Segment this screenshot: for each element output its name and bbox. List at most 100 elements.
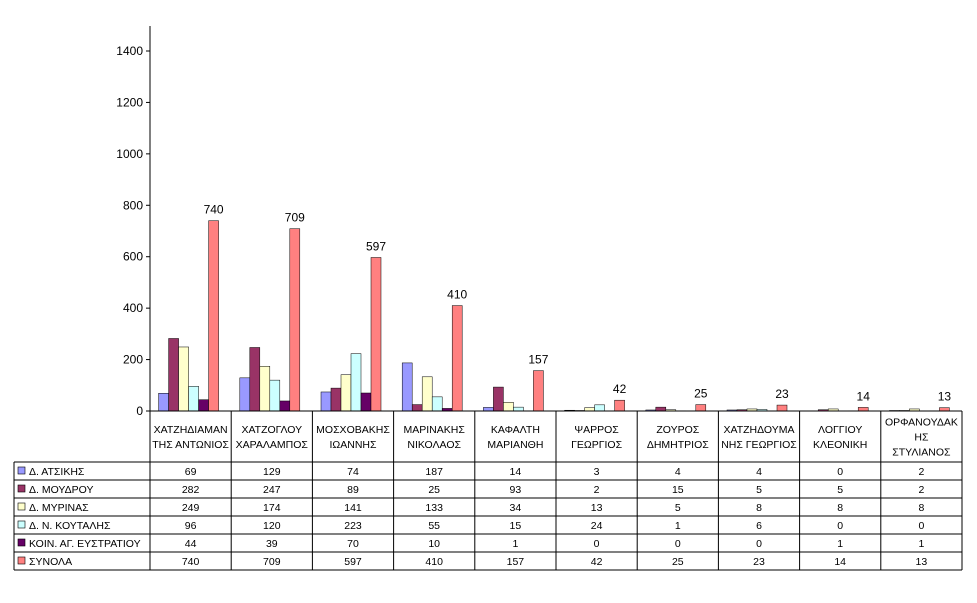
bar [777,405,787,411]
table-cell: 223 [344,520,362,532]
y-tick-label: 400 [123,301,143,315]
table-cell: 10 [428,538,440,550]
table-cell: 24 [591,520,603,532]
table-cell: 5 [756,484,762,496]
y-tick-label: 600 [123,250,143,264]
table-cell: 96 [185,520,197,532]
table-cell: 39 [266,538,278,550]
category-label: ΜΑΡΙΝΑΚΗΣ [404,424,466,436]
table-cell: 4 [675,466,681,478]
category-label: ΝΗΣ ΓΕΩΡΓΙΟΣ [721,439,797,451]
y-tick-label: 0 [136,404,143,418]
table-cell: 2 [918,484,924,496]
legend-swatch [18,485,25,492]
table-cell: 133 [425,502,443,514]
table-cell: 410 [425,556,443,568]
bar [412,405,422,411]
table-cell: 740 [182,556,200,568]
table-cell: 15 [510,520,522,532]
table-cell: 89 [347,484,359,496]
bar [341,375,351,411]
category-label: ΝΙΚΟΛΑΟΣ [407,439,461,451]
table-cell: 120 [263,520,281,532]
table-cell: 1 [512,538,518,550]
bar [533,371,543,411]
category-label: ΧΑΤΖΗΔΟΥΜΑ [723,424,794,436]
bar [270,380,280,411]
table-cell: 13 [591,502,603,514]
table-cell: 0 [837,466,843,478]
y-tick-label: 1000 [116,147,143,161]
bar [189,386,199,411]
table-cell: 157 [507,556,525,568]
table-cell: 597 [344,556,362,568]
table-cell: 2 [594,484,600,496]
category-label: ΙΩΑΝΝΗΣ [329,439,377,451]
category-label: ΗΣ [914,432,929,444]
bar [615,400,625,411]
legend-swatch [18,503,25,510]
data-label: 410 [447,288,467,302]
legend-label: Δ. ΜΥΡΙΝΑΣ [29,502,89,514]
table-cell: 8 [918,502,924,514]
legend-label: ΚΟΙΝ. ΑΓ. ΕΥΣΤΡΑΤΙΟΥ [29,538,141,550]
data-label: 25 [694,387,708,401]
legend-label: Δ. Ν. ΚΟΥΤΑΛΗΣ [29,520,111,532]
table-cell: 69 [185,466,197,478]
category-label: ΛΟΓΓΙΟΥ [818,424,862,436]
table-cell: 2 [918,466,924,478]
bar [240,378,250,411]
table-cell: 0 [594,538,600,550]
y-tick-label: 200 [123,353,143,367]
table-cell: 0 [918,520,924,532]
table-cell: 1 [837,538,843,550]
data-label: 42 [613,382,627,396]
table-cell: 249 [182,502,200,514]
table-cell: 25 [428,484,440,496]
category-label: ΜΟΣΧΟΒΑΚΗΣ [316,424,390,436]
bar [432,397,442,411]
data-label: 23 [775,387,789,401]
table-cell: 55 [428,520,440,532]
table-cell: 14 [510,466,522,478]
legend-swatch [18,539,25,546]
table-cell: 282 [182,484,200,496]
legend-swatch [18,467,25,474]
table-cell: 1 [918,538,924,550]
data-label: 13 [938,390,952,404]
table-cell: 15 [672,484,684,496]
bar [351,354,361,411]
table-cell: 0 [837,520,843,532]
table-cell: 13 [916,556,928,568]
table-cell: 0 [675,538,681,550]
category-label: ΜΑΡΙΑΝΘΗ [487,439,543,451]
bar [585,408,595,411]
table-cell: 247 [263,484,281,496]
bar [260,366,270,411]
bar [503,402,513,411]
table-cell: 74 [347,466,359,478]
category-label: ΧΑΡΑΛΑΜΠΟΣ [236,439,309,451]
y-tick-label: 1200 [116,95,143,109]
data-label: 597 [366,239,386,253]
table-cell: 14 [834,556,846,568]
table-cell: 1 [675,520,681,532]
category-label: ΔΗΜΗΤΡΙΟΣ [647,439,709,451]
bar [422,377,432,411]
data-label: 14 [857,389,871,403]
table-cell: 93 [510,484,522,496]
bar [361,393,371,411]
legend-label: Δ. ΑΤΣΙΚΗΣ [29,466,85,478]
table-cell: 129 [263,466,281,478]
legend-label: Δ. ΜΟΥΔΡΟΥ [29,484,94,496]
data-label: 709 [285,211,305,225]
bar [493,387,503,411]
bar [513,407,523,411]
table-cell: 6 [756,520,762,532]
category-label: ΟΡΦΑΝΟΥΔΑΚ [885,417,958,429]
bar [595,405,605,411]
category-label: ΤΗΣ ΑΝΤΩΝΙΟΣ [152,439,229,451]
bar [179,347,189,411]
